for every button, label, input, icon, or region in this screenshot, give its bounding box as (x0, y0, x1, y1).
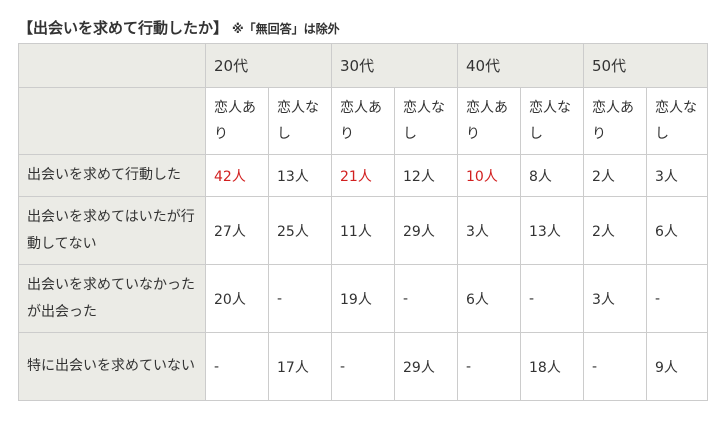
data-cell: 13人 (520, 196, 584, 265)
partner-status-header: 恋人なし (394, 87, 458, 155)
partner-status-header: 恋人なし (268, 87, 332, 155)
data-cell: - (646, 264, 708, 333)
table-row: 出会いを求めてはいたが行動してない 27人 25人 11人 29人 3人 13人… (18, 196, 708, 265)
table-row: 出会いを求めていなかったが出会った 20人 - 19人 - 6人 - 3人 - (18, 264, 708, 333)
age-group-header-row: 20代 30代 40代 50代 (18, 43, 708, 88)
caption-title: 【出会いを求めて行動したか】 (18, 19, 229, 37)
data-cell: - (520, 264, 584, 333)
partner-status-header: 恋人あり (331, 87, 395, 155)
data-cell: 27人 (205, 196, 269, 265)
data-cell: 12人 (394, 154, 458, 197)
data-cell: 21人 (331, 154, 395, 197)
row-label: 出会いを求めてはいたが行動してない (18, 196, 206, 265)
subheader-corner-cell (18, 87, 206, 155)
data-cell: 9人 (646, 332, 708, 401)
partner-status-header: 恋人あり (205, 87, 269, 155)
data-cell: 11人 (331, 196, 395, 265)
data-cell: 6人 (457, 264, 521, 333)
row-label: 出会いを求めていなかったが出会った (18, 264, 206, 333)
data-cell: - (268, 264, 332, 333)
table-row: 出会いを求めて行動した 42人 13人 21人 12人 10人 8人 2人 3人 (18, 154, 708, 197)
partner-status-header: 恋人なし (646, 87, 708, 155)
data-cell: 25人 (268, 196, 332, 265)
data-cell: - (205, 332, 269, 401)
data-cell: - (394, 264, 458, 333)
partner-status-header: 恋人あり (457, 87, 521, 155)
data-cell: 3人 (646, 154, 708, 197)
age-group-header: 30代 (331, 43, 458, 88)
data-cell: 29人 (394, 196, 458, 265)
data-cell: 3人 (457, 196, 521, 265)
data-cell: 6人 (646, 196, 708, 265)
survey-table: 20代 30代 40代 50代 恋人あり 恋人なし 恋人あり 恋人なし 恋人あり… (18, 43, 708, 401)
data-cell: 42人 (205, 154, 269, 197)
data-cell: 29人 (394, 332, 458, 401)
header-corner-cell (18, 43, 206, 88)
partner-status-header: 恋人あり (583, 87, 647, 155)
table-row: 特に出会いを求めていない - 17人 - 29人 - 18人 - 9人 (18, 332, 708, 401)
data-cell: 2人 (583, 154, 647, 197)
age-group-header: 50代 (583, 43, 708, 88)
partner-status-header: 恋人なし (520, 87, 584, 155)
data-cell: 2人 (583, 196, 647, 265)
data-cell: 20人 (205, 264, 269, 333)
data-cell: 17人 (268, 332, 332, 401)
data-cell: 3人 (583, 264, 647, 333)
row-label: 出会いを求めて行動した (18, 154, 206, 197)
age-group-header: 20代 (205, 43, 332, 88)
row-label: 特に出会いを求めていない (18, 332, 206, 401)
data-cell: - (457, 332, 521, 401)
partner-status-header-row: 恋人あり 恋人なし 恋人あり 恋人なし 恋人あり 恋人なし 恋人あり 恋人なし (18, 87, 708, 155)
age-group-header: 40代 (457, 43, 584, 88)
table-caption: 【出会いを求めて行動したか】 ※「無回答」は除外 (18, 16, 340, 40)
data-cell: 8人 (520, 154, 584, 197)
data-cell: 10人 (457, 154, 521, 197)
caption-note: ※「無回答」は除外 (232, 22, 340, 36)
data-cell: - (331, 332, 395, 401)
data-cell: 13人 (268, 154, 332, 197)
data-cell: - (583, 332, 647, 401)
data-cell: 18人 (520, 332, 584, 401)
data-cell: 19人 (331, 264, 395, 333)
